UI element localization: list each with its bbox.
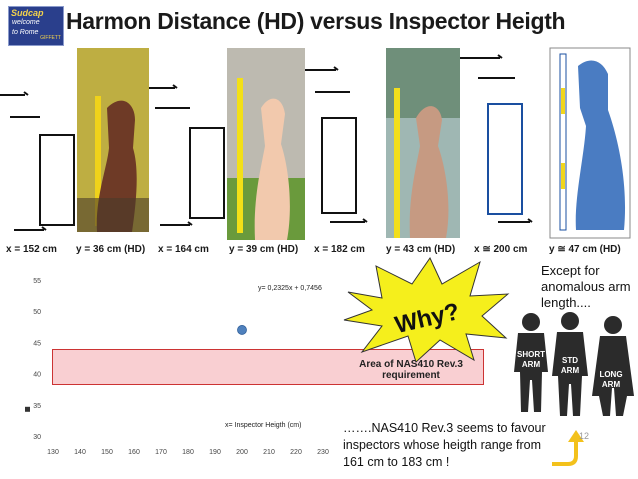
logo-text-4: GIFFETT bbox=[40, 35, 61, 41]
arm-photo-3 bbox=[386, 48, 460, 238]
why-starburst: Why? bbox=[343, 256, 510, 363]
measurement-diagrams bbox=[0, 47, 631, 240]
x-tick-label-140: 140 bbox=[74, 449, 86, 456]
arm-diagram-4 bbox=[460, 54, 533, 223]
y-label-4: y ≅ 47 cm (HD) bbox=[549, 244, 621, 255]
x-tick-label-150: 150 bbox=[101, 449, 113, 456]
x-label-2: x = 164 cm bbox=[158, 244, 209, 255]
arm-diagram-1 bbox=[0, 91, 75, 231]
y-label-1: y = 36 cm (HD) bbox=[76, 244, 146, 255]
requirement-band bbox=[52, 349, 484, 385]
anomalous-arm-note: Except for anomalous arm length.... bbox=[541, 263, 631, 310]
pointer-arrow bbox=[552, 430, 584, 466]
y-tick-label-45: 45 bbox=[33, 340, 41, 347]
x-tick-label-220: 220 bbox=[290, 449, 302, 456]
arm-photo-4 bbox=[549, 47, 631, 239]
x-tick-label-170: 170 bbox=[155, 449, 167, 456]
data-point-0 bbox=[237, 325, 247, 335]
arm-diagram-3 bbox=[300, 66, 368, 223]
x-axis-title: x= Inspector Heigth (cm) bbox=[225, 422, 302, 429]
y-tick-label-55: 55 bbox=[33, 278, 41, 285]
short-arm-label: SHORT ARM bbox=[517, 350, 545, 369]
axis-marker bbox=[25, 406, 30, 412]
y-label-2: y = 39 cm (HD) bbox=[229, 244, 299, 255]
y-label-3: y = 43 cm (HD) bbox=[386, 244, 456, 255]
nas410-quote: …….NAS410 Rev.3 seems to favour inspecto… bbox=[343, 421, 546, 469]
y-tick-label-40: 40 bbox=[33, 372, 41, 379]
std-arm-figure bbox=[552, 312, 588, 416]
x-label-3: x = 182 cm bbox=[314, 244, 365, 255]
y-tick-label-35: 35 bbox=[33, 403, 41, 410]
logo-text-2: welcome bbox=[12, 19, 40, 26]
regression-equation: y= 0,2325x + 0,7456 bbox=[258, 285, 322, 292]
hd-chart: 30 35 40 45 50 55 130 140 150 160 170 180 190 200 210 2… bbox=[25, 278, 329, 456]
x-tick-label-180: 180 bbox=[182, 449, 194, 456]
x-label-4: x ≅ 200 cm bbox=[474, 244, 528, 255]
x-tick-label-160: 160 bbox=[128, 449, 140, 456]
arm-photo-2 bbox=[227, 48, 305, 240]
std-arm-label: STD ARM bbox=[560, 356, 580, 375]
long-arm-label: LONG ARM bbox=[599, 370, 623, 389]
arm-photo-1 bbox=[77, 48, 149, 233]
requirement-label: Area of NAS410 Rev.3 requirement bbox=[359, 359, 463, 381]
x-tick-label-230: 230 bbox=[317, 449, 329, 456]
logo-text-1: Sudcap bbox=[11, 8, 44, 18]
y-tick-label-50: 50 bbox=[33, 309, 41, 316]
x-tick-label-130: 130 bbox=[47, 449, 59, 456]
y-tick-label-30: 30 bbox=[33, 434, 41, 441]
sudcap-logo: Sudcap welcome to Rome GIFFETT bbox=[8, 6, 64, 46]
page-number: 12 bbox=[579, 431, 590, 441]
x-tick-label-210: 210 bbox=[263, 449, 275, 456]
logo-text-3: to Rome bbox=[12, 29, 39, 36]
slide-title: Harmon Distance (HD) versus Inspector He… bbox=[66, 8, 566, 34]
x-label-1: x = 152 cm bbox=[6, 244, 57, 255]
short-arm-figure bbox=[514, 313, 548, 412]
long-arm-figure bbox=[592, 316, 634, 416]
arm-diagram-2 bbox=[140, 84, 225, 226]
x-tick-label-200: 200 bbox=[236, 449, 248, 456]
inspector-figures bbox=[514, 312, 634, 416]
x-tick-label-190: 190 bbox=[209, 449, 221, 456]
